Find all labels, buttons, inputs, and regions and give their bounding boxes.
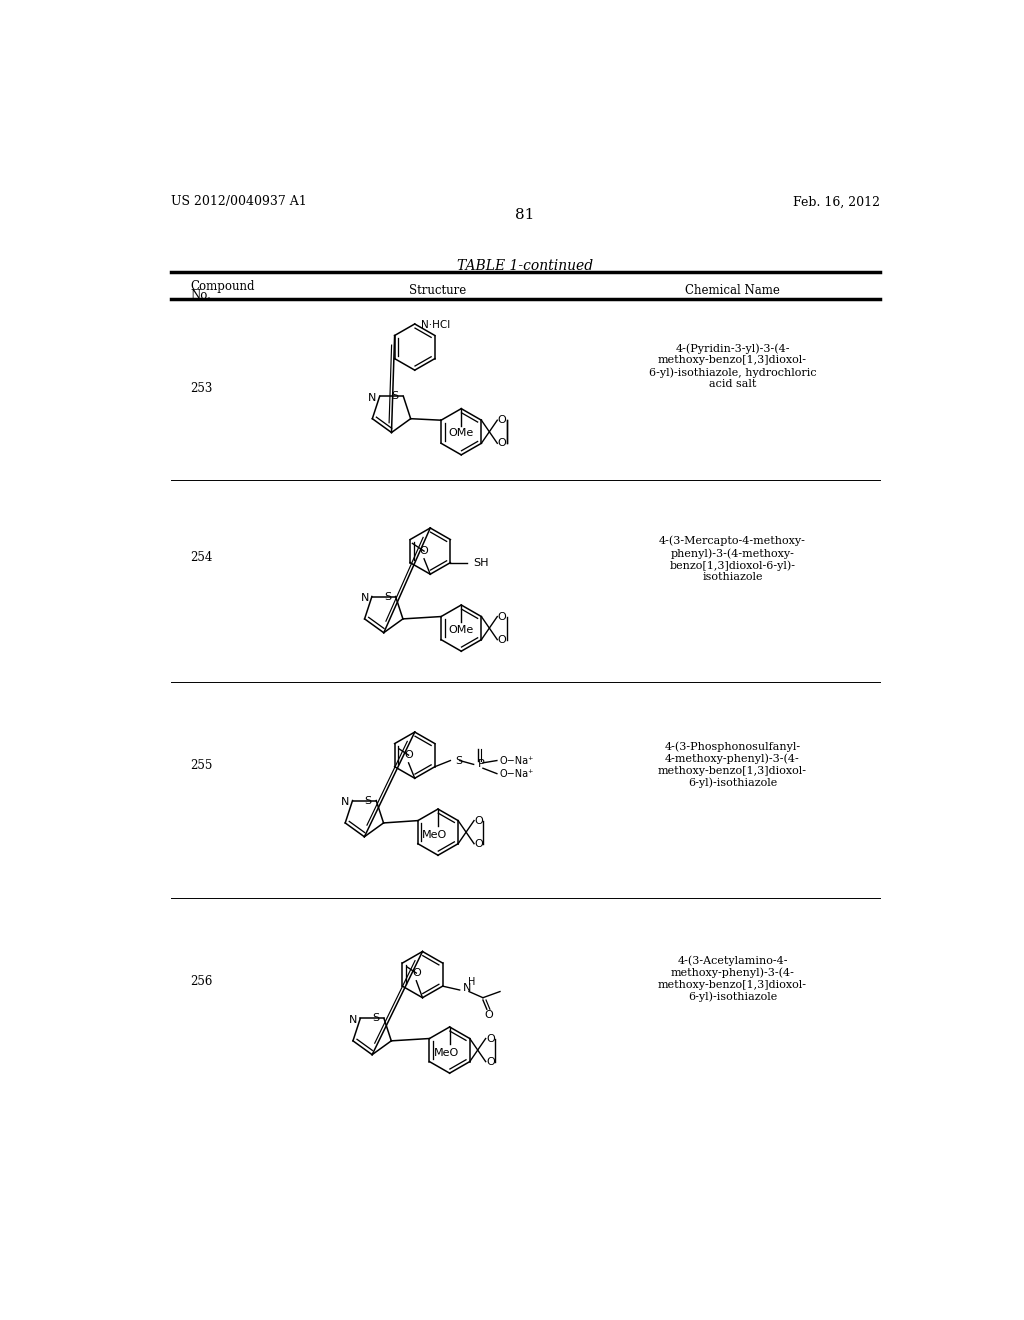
Text: O: O	[474, 838, 483, 849]
Text: O: O	[474, 816, 483, 825]
Text: N·HCl: N·HCl	[421, 319, 451, 330]
Text: Chemical Name: Chemical Name	[685, 284, 780, 297]
Text: OMe: OMe	[449, 624, 474, 635]
Text: O: O	[498, 438, 506, 449]
Text: 81: 81	[515, 209, 535, 223]
Text: Feb. 16, 2012: Feb. 16, 2012	[793, 195, 880, 209]
Text: N: N	[341, 797, 349, 807]
Text: O: O	[412, 968, 421, 978]
Text: O: O	[420, 546, 428, 556]
Text: TABLE 1-continued: TABLE 1-continued	[457, 259, 593, 272]
Text: No.: No.	[190, 289, 211, 302]
Text: O: O	[404, 750, 413, 760]
Text: O: O	[486, 1056, 495, 1067]
Text: S: S	[391, 391, 398, 401]
Text: H: H	[468, 977, 475, 987]
Text: 253: 253	[190, 381, 212, 395]
Text: S: S	[455, 755, 462, 766]
Text: N: N	[369, 393, 377, 403]
Text: US 2012/0040937 A1: US 2012/0040937 A1	[171, 195, 306, 209]
Text: O: O	[498, 416, 506, 425]
Text: N: N	[463, 983, 471, 994]
Text: S: S	[365, 796, 372, 805]
Text: 4-(3-Acetylamino-4-
methoxy-phenyl)-3-(4-
methoxy-benzo[1,3]dioxol-
6-yl)-isothi: 4-(3-Acetylamino-4- methoxy-phenyl)-3-(4…	[658, 956, 807, 1002]
Text: O: O	[484, 1010, 494, 1020]
Text: MeO: MeO	[434, 1048, 459, 1059]
Text: OMe: OMe	[449, 428, 474, 438]
Text: 4-(3-Mercapto-4-methoxy-
phenyl)-3-(4-methoxy-
benzo[1,3]dioxol-6-yl)-
isothiazo: 4-(3-Mercapto-4-methoxy- phenyl)-3-(4-me…	[659, 536, 806, 582]
Text: P: P	[478, 759, 485, 770]
Text: N: N	[349, 1015, 357, 1026]
Text: O: O	[498, 611, 506, 622]
Text: S: S	[384, 591, 391, 602]
Text: O−Na⁺: O−Na⁺	[500, 768, 534, 779]
Text: 254: 254	[190, 552, 212, 564]
Text: O: O	[486, 1034, 495, 1044]
Text: 255: 255	[190, 759, 212, 772]
Text: MeO: MeO	[422, 830, 447, 841]
Text: Compound: Compound	[190, 280, 255, 293]
Text: O: O	[498, 635, 506, 644]
Text: 256: 256	[190, 974, 212, 987]
Text: O−Na⁺: O−Na⁺	[500, 755, 534, 766]
Text: S: S	[372, 1014, 379, 1023]
Text: SH: SH	[474, 557, 489, 568]
Text: N: N	[360, 593, 369, 603]
Text: Structure: Structure	[410, 284, 467, 297]
Text: 4-(Pyridin-3-yl)-3-(4-
methoxy-benzo[1,3]dioxol-
6-yl)-isothiazole, hydrochloric: 4-(Pyridin-3-yl)-3-(4- methoxy-benzo[1,3…	[648, 343, 816, 389]
Text: 4-(3-Phosphonosulfanyl-
4-methoxy-phenyl)-3-(4-
methoxy-benzo[1,3]dioxol-
6-yl)-: 4-(3-Phosphonosulfanyl- 4-methoxy-phenyl…	[658, 742, 807, 788]
